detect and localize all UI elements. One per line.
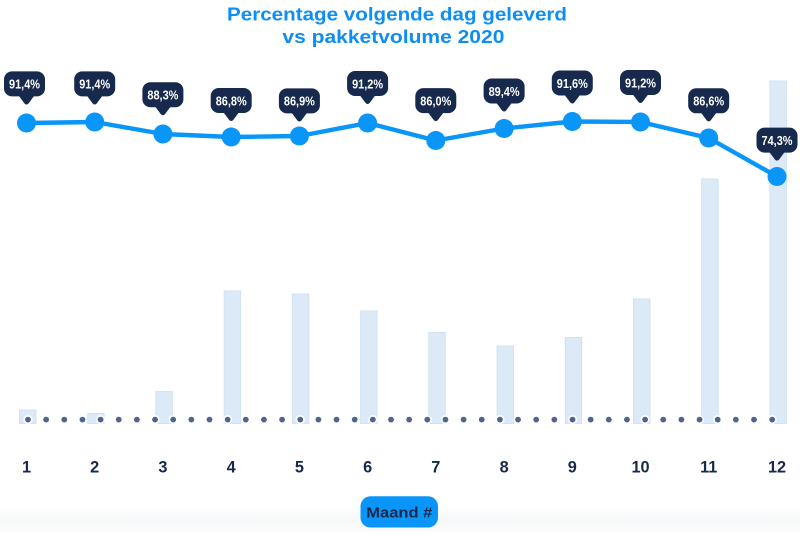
svg-text:9: 9 bbox=[568, 458, 577, 476]
svg-text:1: 1 bbox=[22, 458, 31, 476]
svg-text:91,4%: 91,4% bbox=[9, 78, 40, 92]
svg-text:86,6%: 86,6% bbox=[693, 95, 724, 109]
svg-text:vs pakketvolume 2020: vs pakketvolume 2020 bbox=[282, 26, 504, 47]
svg-text:91,2%: 91,2% bbox=[625, 76, 656, 90]
svg-text:Maand #: Maand # bbox=[366, 505, 432, 521]
svg-text:74,3%: 74,3% bbox=[762, 134, 793, 148]
svg-text:86,9%: 86,9% bbox=[284, 95, 315, 109]
svg-text:3: 3 bbox=[158, 458, 167, 476]
svg-text:86,8%: 86,8% bbox=[216, 94, 247, 108]
svg-text:11: 11 bbox=[700, 458, 717, 476]
svg-text:2: 2 bbox=[90, 458, 99, 476]
svg-text:86,0%: 86,0% bbox=[420, 94, 451, 108]
svg-text:4: 4 bbox=[227, 458, 236, 476]
svg-text:91,2%: 91,2% bbox=[352, 77, 383, 91]
svg-text:8: 8 bbox=[500, 458, 509, 476]
svg-text:6: 6 bbox=[363, 458, 372, 476]
svg-text:88,3%: 88,3% bbox=[147, 89, 178, 103]
svg-text:Percentage volgende dag geleve: Percentage volgende dag geleverd bbox=[227, 3, 567, 24]
svg-text:10: 10 bbox=[631, 458, 649, 476]
svg-text:5: 5 bbox=[295, 458, 304, 476]
svg-text:89,4%: 89,4% bbox=[489, 85, 520, 99]
svg-text:91,6%: 91,6% bbox=[557, 77, 588, 91]
svg-text:7: 7 bbox=[431, 458, 440, 476]
svg-text:91,4%: 91,4% bbox=[79, 78, 110, 92]
svg-text:12: 12 bbox=[768, 458, 786, 476]
